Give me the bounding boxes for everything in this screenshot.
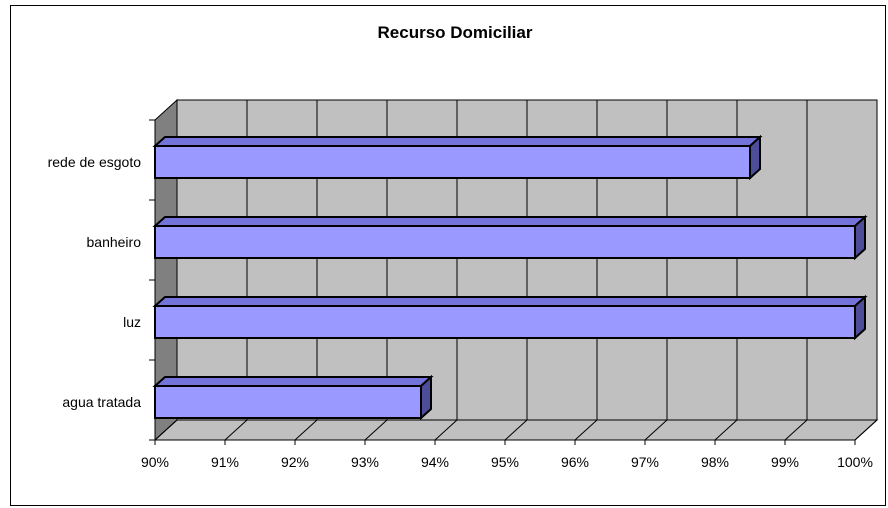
x-tick-label: 92% bbox=[281, 454, 309, 470]
floor-gridline bbox=[784, 419, 808, 441]
x-tick-label: 91% bbox=[211, 454, 239, 470]
floor-gridline bbox=[154, 419, 178, 441]
x-tick-label: 95% bbox=[491, 454, 519, 470]
floor-gridline bbox=[294, 419, 318, 441]
category-label: rede de esgoto bbox=[48, 154, 142, 170]
x-tick-label: 98% bbox=[701, 454, 729, 470]
chart-title: Recurso Domiciliar bbox=[378, 23, 533, 42]
x-tick-label: 97% bbox=[631, 454, 659, 470]
bar bbox=[152, 214, 868, 261]
floor-gridline bbox=[714, 419, 738, 441]
floor-gridline bbox=[644, 419, 668, 441]
category-label: banheiro bbox=[87, 234, 142, 250]
x-tick-label: 90% bbox=[141, 454, 169, 470]
bar bbox=[152, 294, 868, 341]
x-tick-label: 96% bbox=[561, 454, 589, 470]
category-label: luz bbox=[123, 314, 141, 330]
bar-top-face bbox=[152, 376, 434, 387]
bar-top-face bbox=[152, 216, 868, 227]
x-axis-tick-labels: 90% 91% 92% 93% 94% 95% 96% 97% 98% 99% 100% bbox=[141, 454, 873, 470]
bar-top-face bbox=[152, 136, 763, 147]
bar-front-face bbox=[154, 145, 751, 179]
bar-top-face bbox=[152, 296, 868, 307]
bar-front-face bbox=[154, 305, 856, 339]
floor-gridline bbox=[574, 419, 598, 441]
floor-gridline bbox=[504, 419, 528, 441]
bar-series bbox=[152, 134, 868, 421]
bar bbox=[152, 134, 763, 181]
bar-front-face bbox=[154, 225, 856, 259]
x-tick-label: 94% bbox=[421, 454, 449, 470]
floor-gridline bbox=[434, 419, 458, 441]
floor-gridline bbox=[854, 419, 878, 441]
floor-gridline bbox=[224, 419, 248, 441]
x-tick-label: 100% bbox=[837, 454, 873, 470]
bar bbox=[152, 374, 434, 421]
floor-gridline bbox=[364, 419, 388, 441]
category-label: agua tratada bbox=[62, 394, 141, 410]
x-tick-label: 93% bbox=[351, 454, 379, 470]
x-tick-label: 99% bbox=[771, 454, 799, 470]
category-labels: rede de esgoto banheiro luz agua tratada bbox=[48, 154, 142, 410]
bar-front-face bbox=[154, 385, 422, 419]
